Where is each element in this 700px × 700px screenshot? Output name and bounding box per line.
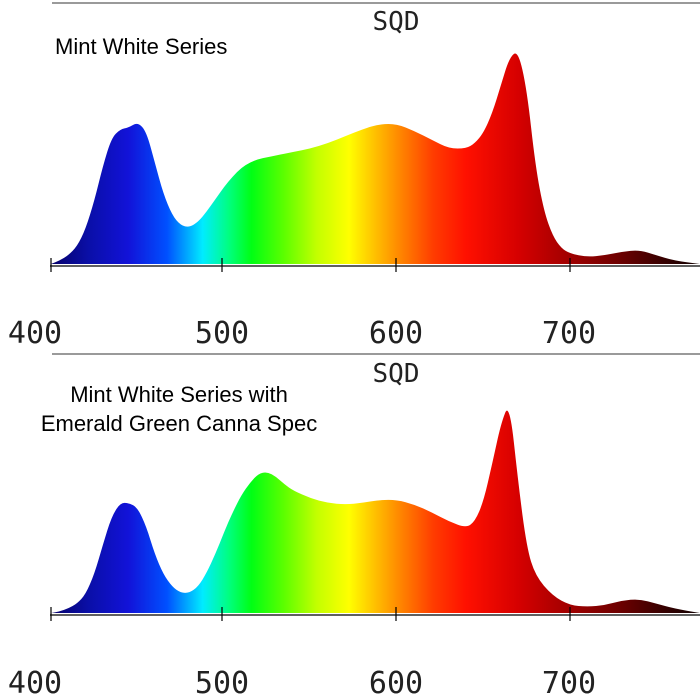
x-tick-label-600: 600 bbox=[369, 316, 423, 351]
x-tick-label-400: 400 bbox=[8, 666, 62, 700]
x-tick-label-500: 500 bbox=[195, 666, 249, 700]
series-caption-line-1: Mint White Series with bbox=[70, 382, 288, 407]
x-tick-label-600: 600 bbox=[369, 666, 423, 700]
series-caption-line-2: Emerald Green Canna Spec bbox=[41, 411, 317, 436]
x-axis-ticks bbox=[50, 607, 571, 621]
x-tick-label-700: 700 bbox=[542, 316, 596, 351]
chart-panel-mint-white-emerald: SQD Mint White Series with Emerald Green… bbox=[8, 353, 700, 700]
chart-header: SQD bbox=[373, 7, 420, 37]
x-tick-label-700: 700 bbox=[542, 666, 596, 700]
spectrum-area bbox=[51, 53, 700, 264]
x-tick-labels: 400 500 600 700 bbox=[8, 316, 596, 351]
chart-panel-mint-white: SQD Mint White Series 400 500 600 700 bbox=[8, 2, 700, 351]
x-axis-ticks bbox=[50, 258, 571, 272]
chart-header: SQD bbox=[373, 359, 420, 389]
series-caption-line-1: Mint White Series bbox=[55, 34, 227, 59]
spectrum-area bbox=[51, 410, 700, 613]
x-tick-label-500: 500 bbox=[195, 316, 249, 351]
x-tick-labels: 400 500 600 700 bbox=[8, 666, 596, 700]
x-tick-label-400: 400 bbox=[8, 316, 62, 351]
